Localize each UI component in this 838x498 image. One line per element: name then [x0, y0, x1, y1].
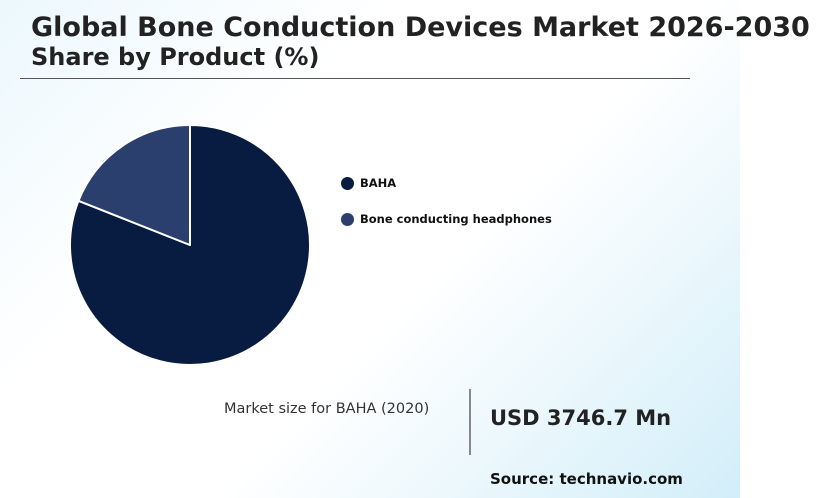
- legend-swatch-baha: [341, 176, 354, 190]
- title-divider: [20, 78, 690, 79]
- legend-item-bone-conducting-headphones: Bone conducting headphones: [341, 210, 552, 228]
- chart-legend: BAHA Bone conducting headphones: [341, 174, 552, 246]
- chart-title: Global Bone Conduction Devices Market 20…: [31, 12, 810, 43]
- legend-item-baha: BAHA: [341, 174, 552, 192]
- legend-label-bone-conducting-headphones: Bone conducting headphones: [360, 212, 552, 226]
- pie-slice-baha: [69, 124, 311, 366]
- legend-swatch-bone-conducting-headphones: [341, 212, 354, 226]
- pie-slice-bone-conducting-headphones: [77, 124, 191, 246]
- chart-panel: Global Bone Conduction Devices Market 20…: [0, 0, 810, 498]
- market-size-value: USD 3746.7 Mn: [490, 406, 672, 430]
- pie-chart: [69, 124, 311, 366]
- market-size-label: Market size for BAHA (2020): [224, 401, 430, 417]
- source-credit: Source: technavio.com: [490, 470, 683, 488]
- legend-label-baha: BAHA: [360, 176, 397, 190]
- stat-divider: [469, 389, 471, 455]
- chart-subtitle: Share by Product (%): [31, 43, 320, 71]
